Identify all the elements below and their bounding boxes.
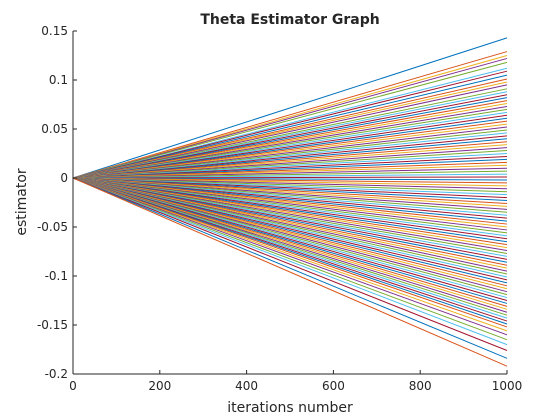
y-tick-label: -0.15 xyxy=(37,318,68,332)
series-line xyxy=(72,177,508,336)
x-ticks: 0 200 400 600 800 1000 xyxy=(69,370,522,393)
y-tick-label: -0.2 xyxy=(45,367,68,381)
series-line xyxy=(72,70,508,179)
x-tick-label: 1000 xyxy=(492,379,523,393)
y-tick-label: 0.05 xyxy=(41,122,68,136)
x-tick-label: 600 xyxy=(322,379,345,393)
y-axis-label: estimator xyxy=(14,168,30,236)
y-tick-label: 0 xyxy=(60,171,68,185)
series-line xyxy=(72,177,508,351)
x-tick-label: 200 xyxy=(148,379,171,393)
series-line xyxy=(72,177,508,359)
x-tick-label: 400 xyxy=(235,379,258,393)
series-line xyxy=(72,74,508,179)
series-line xyxy=(72,37,508,179)
series-line xyxy=(72,61,508,179)
y-tick-label: 0.1 xyxy=(49,73,68,87)
series-line xyxy=(72,57,508,179)
series-line xyxy=(72,177,508,367)
y-tick-label: 0.15 xyxy=(41,24,68,38)
y-tick-label: -0.1 xyxy=(45,269,68,283)
x-tick-label: 0 xyxy=(69,379,77,393)
x-tick-label: 800 xyxy=(409,379,432,393)
chart-title: Theta Estimator Graph xyxy=(200,12,379,28)
series-line xyxy=(72,51,508,179)
series-line xyxy=(72,84,508,179)
x-axis-label: iterations number xyxy=(227,400,353,416)
series-layer xyxy=(72,37,508,367)
series-line xyxy=(72,177,508,346)
y-tick-label: -0.05 xyxy=(37,220,68,234)
series-line xyxy=(72,177,508,328)
series-line xyxy=(72,177,508,332)
y-ticks: -0.2 -0.15 -0.1 -0.05 0 0.05 0.1 0.15 xyxy=(37,24,77,381)
series-line xyxy=(72,177,508,341)
axes xyxy=(72,31,507,375)
